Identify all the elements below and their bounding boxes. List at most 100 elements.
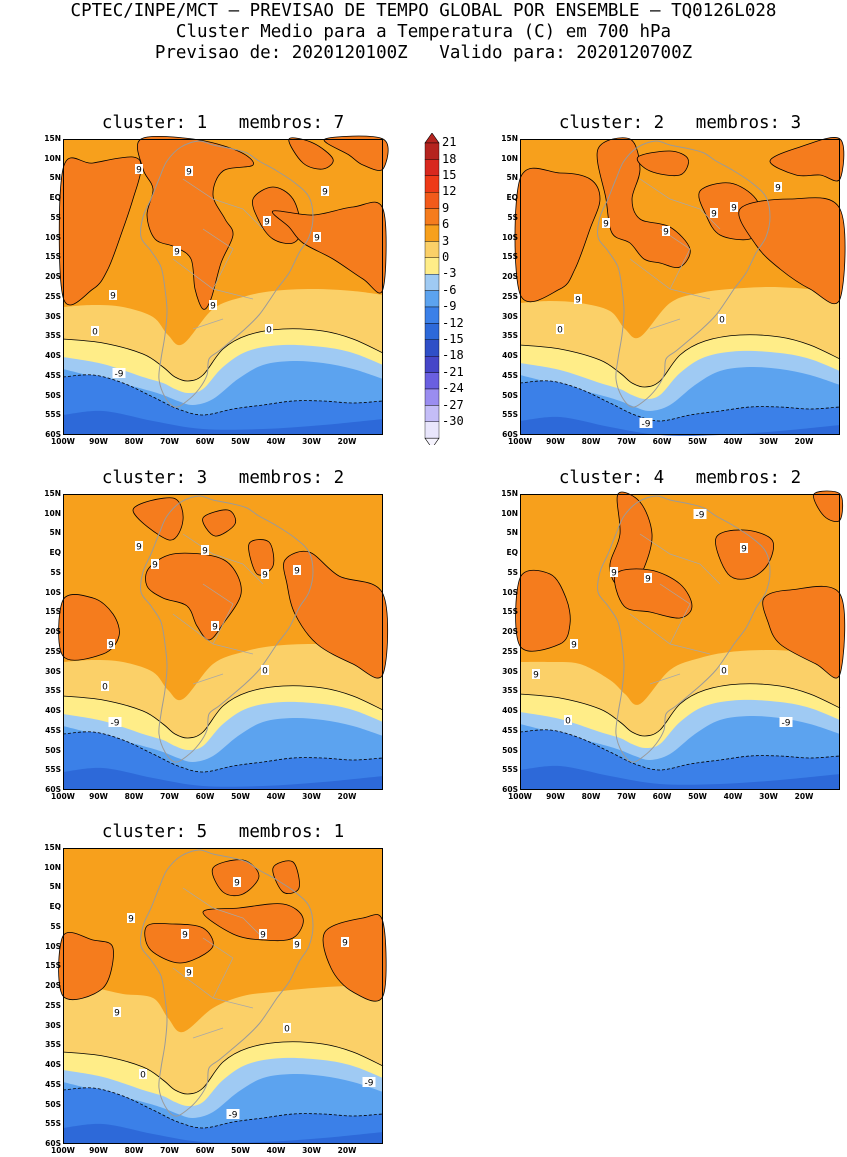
contour-label: 9 — [574, 294, 582, 306]
lat-tick-label: 5N — [49, 528, 62, 538]
contour-label: 9 — [259, 929, 267, 941]
lon-tick-label: 100W — [51, 437, 75, 446]
lat-tick-label: 5N — [506, 528, 519, 538]
lat-tick-label: EQ — [506, 193, 519, 203]
svg-text:9: 9 — [202, 547, 208, 557]
colorbar-label: 6 — [442, 217, 450, 232]
lat-tick-label: 10S — [45, 941, 61, 951]
lat-tick-label: 30S — [45, 666, 61, 676]
colorbar-label: 3 — [442, 233, 450, 248]
continent-outline — [597, 140, 771, 408]
lat-tick-label: 10S — [502, 232, 518, 242]
lon-tick-label: 30W — [302, 792, 321, 801]
contour-label: 9 — [293, 939, 301, 951]
svg-text:9: 9 — [186, 969, 192, 979]
colorbar-swatch — [424, 142, 440, 160]
contour-label: 0 — [556, 324, 564, 336]
lon-tick-label: 30W — [302, 437, 321, 446]
lon-tick-label: 30W — [759, 792, 778, 801]
lat-tick-label: 35S — [45, 1040, 61, 1050]
svg-text:9: 9 — [294, 567, 300, 577]
svg-text:9: 9 — [342, 939, 348, 949]
lon-tick-label: 100W — [51, 792, 75, 801]
svg-text:9: 9 — [128, 915, 134, 925]
lat-tick-label: 25S — [502, 291, 518, 301]
lat-tick-label: 10N — [44, 153, 61, 163]
lat-tick-label: 10N — [44, 508, 61, 518]
colorbar-swatch — [424, 208, 440, 226]
svg-text:9: 9 — [260, 931, 266, 941]
lat-tick-label: 15N — [501, 134, 518, 143]
temperature-map: 9 9 9 9 9 9 0 0 -9 — [514, 137, 846, 436]
contour-label: 9 — [127, 913, 135, 925]
contour-label: 0 — [720, 665, 728, 677]
contour-label: 9 — [209, 300, 217, 312]
lat-tick-label: EQ — [49, 902, 62, 912]
contour-label: 9 — [211, 621, 219, 633]
lon-tick-label: 90W — [89, 1146, 108, 1155]
lat-tick-label: 15S — [45, 961, 61, 971]
lat-tick-label: 35S — [502, 331, 518, 341]
lon-tick-label: 80W — [581, 792, 601, 801]
lat-tick-label: 45S — [45, 1079, 61, 1089]
lat-tick-label: 20S — [45, 981, 61, 991]
colorbar-swatch — [424, 175, 440, 193]
contour-label: 9 — [135, 541, 143, 553]
contour-label: -9 — [226, 1109, 240, 1121]
continent-outline — [140, 140, 314, 408]
contour-label: 9 — [774, 182, 782, 194]
lat-tick-label: 50S — [45, 390, 61, 400]
contour-label: 9 — [185, 166, 193, 178]
cluster-2-map: 9 9 9 9 9 9 0 0 -9 15N 10N 5N EQ 5S 10S 15S 20S 25S 30S 35S… — [501, 134, 846, 446]
contour-label: 9 — [610, 567, 618, 579]
lat-tick-label: 5S — [50, 567, 61, 577]
svg-text:0: 0 — [262, 667, 268, 677]
lon-tick-label: 50W — [688, 437, 707, 446]
lat-tick-label: 5S — [507, 567, 518, 577]
colorbar-label: -9 — [442, 299, 457, 314]
lat-tick-label: 35S — [45, 331, 61, 341]
svg-text:-9: -9 — [782, 719, 791, 729]
svg-text:9: 9 — [114, 1009, 120, 1019]
contour-label: 0 — [139, 1069, 147, 1081]
colorbar-label: 9 — [442, 200, 450, 215]
lat-tick-label: 5S — [507, 212, 518, 222]
svg-text:-9: -9 — [365, 1079, 374, 1089]
header-subtitle: Cluster Medio para a Temperatura (C) em … — [175, 22, 672, 42]
colorbar-swatches — [424, 133, 440, 445]
lat-tick-label: 5S — [50, 921, 61, 931]
svg-text:0: 0 — [266, 326, 272, 336]
cluster-5-title: cluster: 5 membros: 1 — [101, 822, 345, 842]
svg-text:9: 9 — [110, 292, 116, 302]
lat-tick-label: 25S — [45, 291, 61, 301]
svg-text:9: 9 — [571, 641, 577, 651]
svg-text:0: 0 — [140, 1071, 146, 1081]
svg-text:9: 9 — [603, 220, 609, 230]
lat-tick-label: 10N — [501, 153, 518, 163]
lat-tick-label: 15S — [45, 252, 61, 262]
cluster-4-title: cluster: 4 membros: 2 — [558, 468, 802, 488]
lon-tick-label: 80W — [124, 1146, 144, 1155]
contour-label: 9 — [233, 877, 241, 889]
lat-tick-label: 60S — [45, 785, 61, 794]
lat-tick-label: 35S — [502, 686, 518, 696]
colorbar-label: 15 — [442, 168, 457, 182]
lon-tick-label: 100W — [51, 1146, 75, 1155]
lat-tick-label: 40S — [45, 1060, 61, 1070]
lat-tick-label: 45S — [502, 725, 518, 735]
lat-tick-label: 5N — [49, 882, 62, 892]
lat-tick-label: 15S — [502, 607, 518, 617]
lat-tick-label: 5N — [49, 173, 62, 183]
lat-tick-label: 40S — [45, 351, 61, 361]
lon-tick-label: 80W — [124, 437, 144, 446]
colorbar-label: 18 — [442, 151, 457, 166]
lon-tick-label: 60W — [652, 437, 672, 446]
colorbar-swatch — [424, 388, 440, 406]
svg-text:9: 9 — [322, 188, 328, 198]
contour-label: 9 — [710, 208, 718, 220]
lon-tick-label: 60W — [195, 437, 215, 446]
colorbar-label: 12 — [442, 184, 457, 199]
colorbar-label: -6 — [442, 282, 457, 297]
svg-text:-9: -9 — [229, 1111, 238, 1121]
lon-tick-label: 90W — [89, 792, 108, 801]
